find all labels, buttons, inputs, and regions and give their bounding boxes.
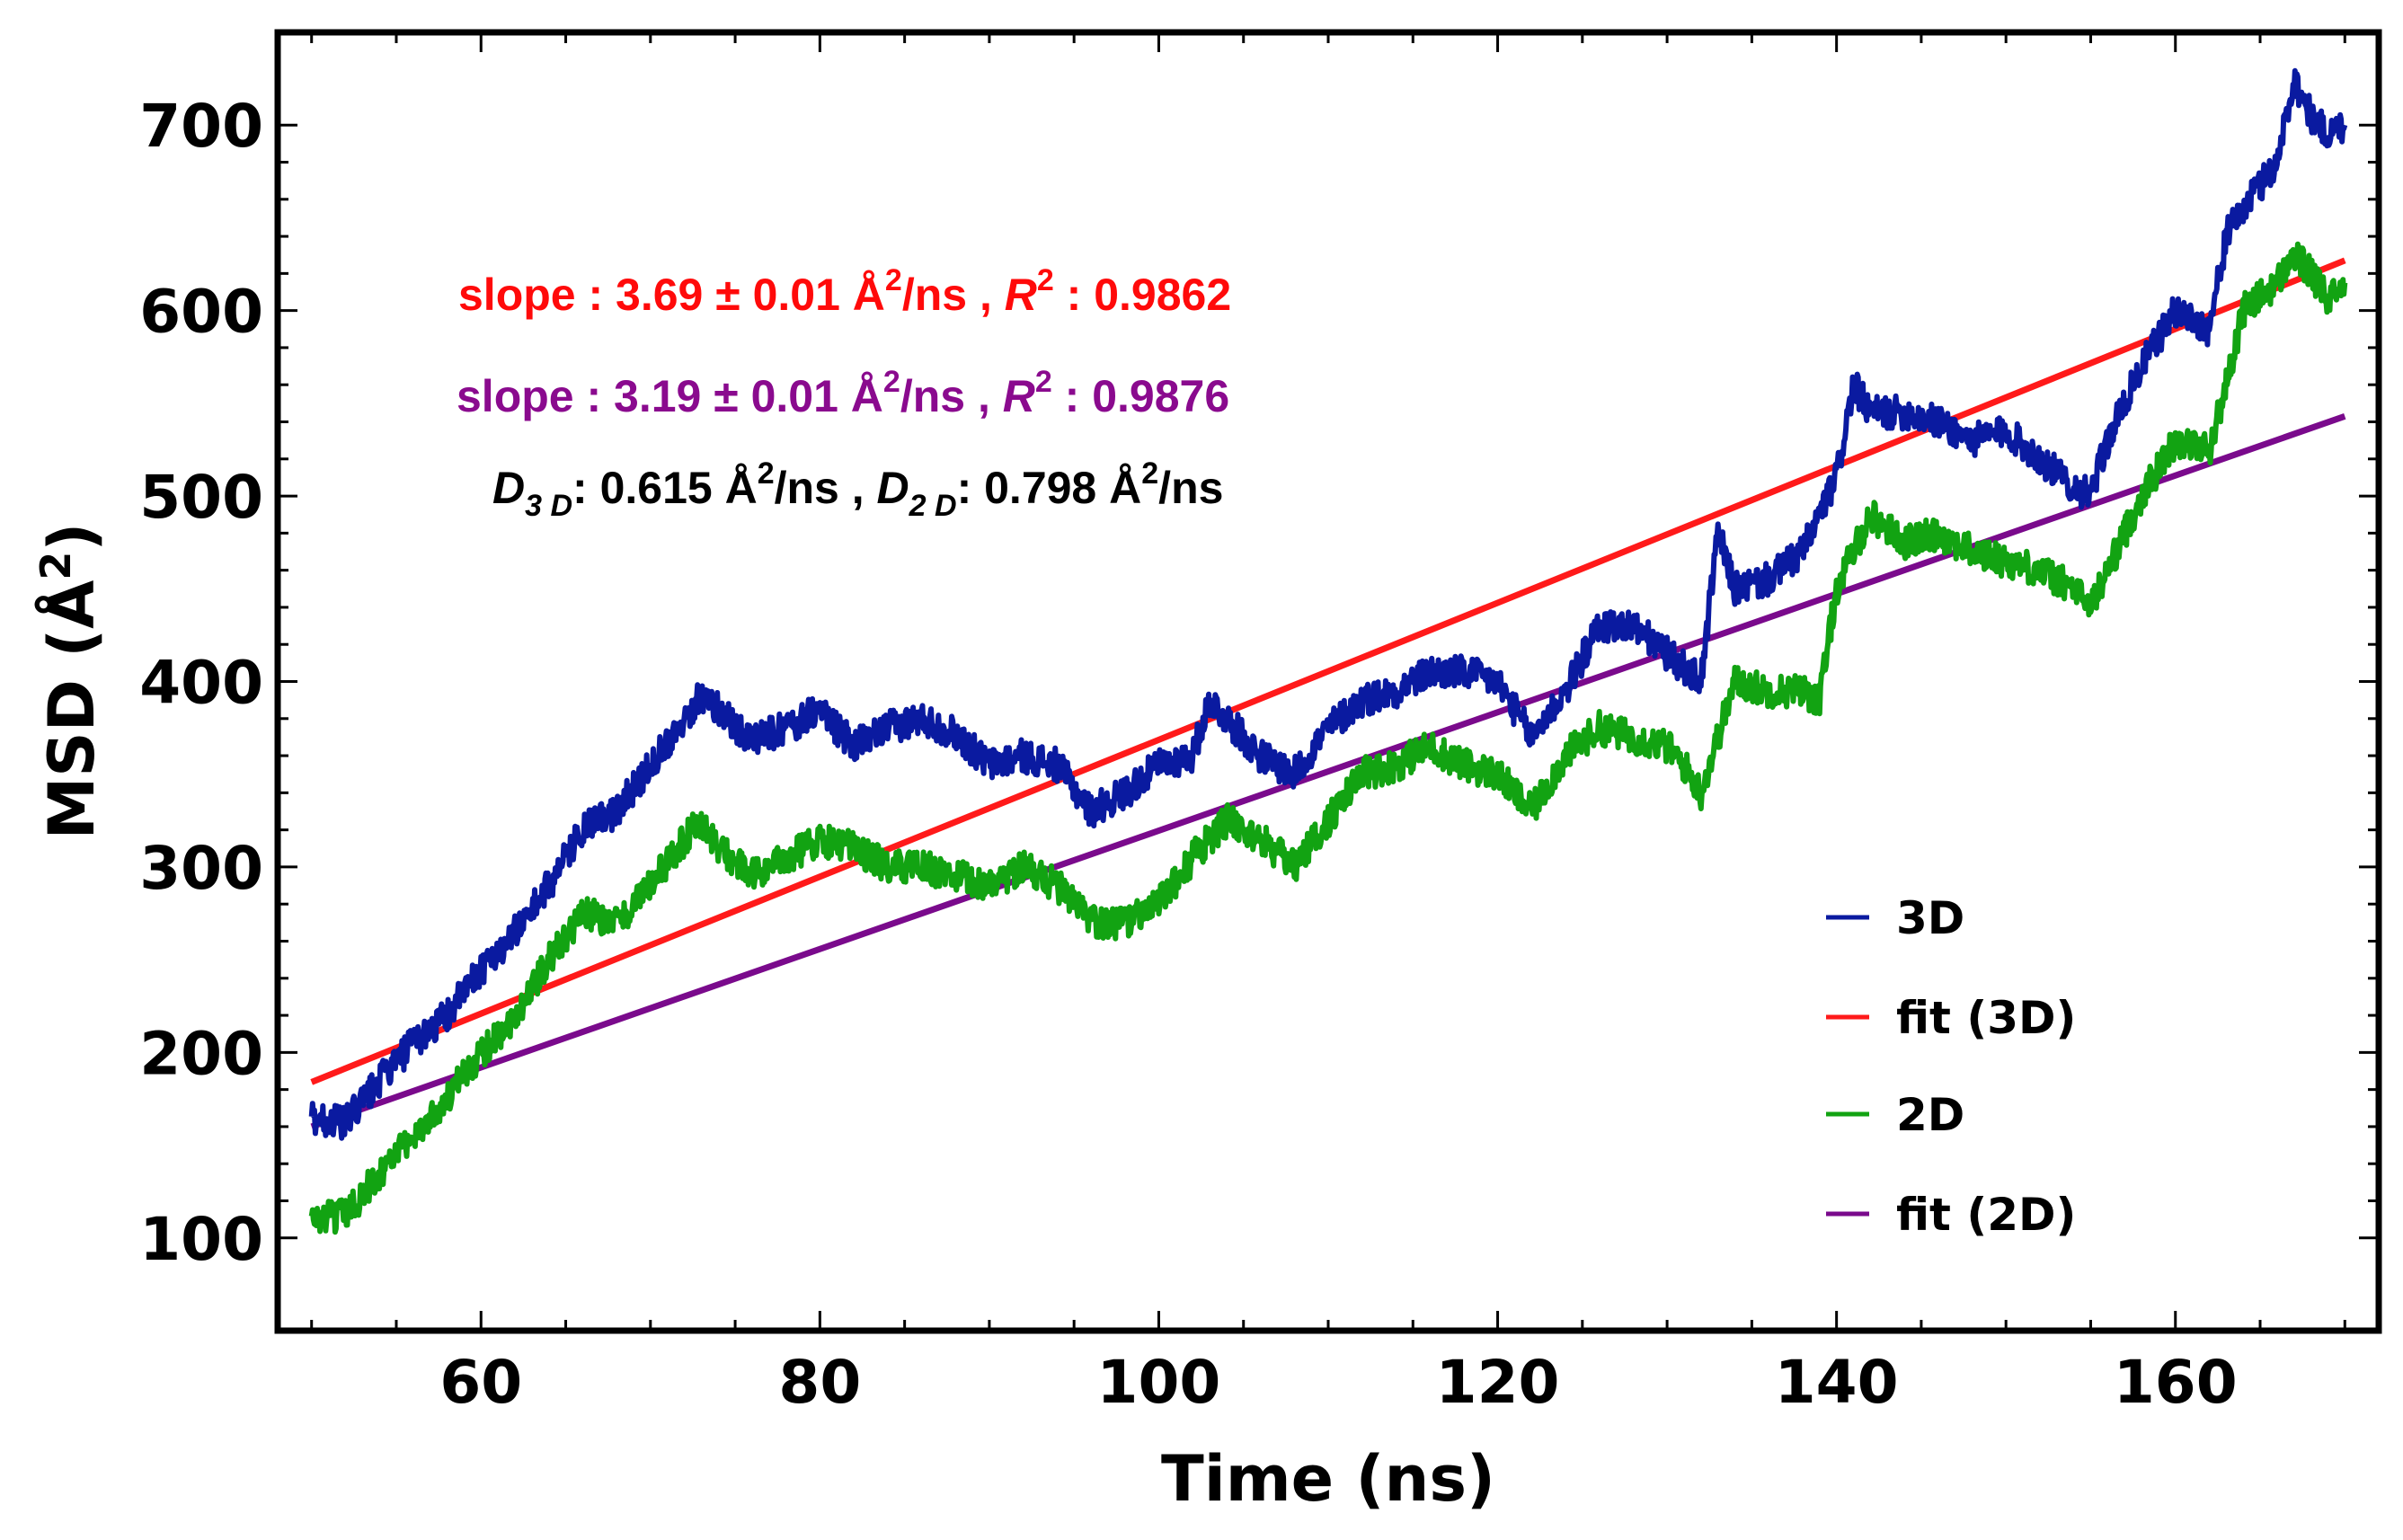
d2-value: : 0.798 Å bbox=[957, 463, 1142, 513]
fit-2d-r-sup: 2 bbox=[1035, 365, 1052, 399]
d3-value: : 0.615 Å bbox=[572, 463, 758, 513]
d3-unit: /ns , bbox=[775, 463, 877, 513]
x-axis-ticks: 60 80 100 120 140 160 bbox=[310, 32, 2346, 1417]
y-tick-label: 100 bbox=[139, 1205, 263, 1274]
d3-sub: 3 D bbox=[525, 489, 572, 523]
d2-sup: 2 bbox=[1141, 456, 1158, 491]
d2-unit: /ns bbox=[1158, 463, 1223, 513]
diffusion-annotation: D3 D: 0.615 Å2/ns , D2 D: 0.798 Å2/ns bbox=[492, 456, 1223, 523]
series-2d bbox=[308, 241, 2348, 1235]
x-tick-label: 80 bbox=[778, 1348, 861, 1417]
x-tick-label: 100 bbox=[1097, 1348, 1221, 1417]
fit-3d-r-value: : 0.9862 bbox=[1054, 270, 1231, 320]
legend-label-fit-3d: fit (3D) bbox=[1896, 992, 2076, 1044]
fit-3d-unit: /ns , bbox=[902, 270, 1005, 320]
d2-sub: 2 D bbox=[909, 489, 957, 523]
y-tick-label: 400 bbox=[139, 649, 263, 718]
fit-3d-r-label: R bbox=[1005, 270, 1037, 320]
x-tick-label: 60 bbox=[439, 1348, 522, 1417]
fit-2d-unit: /ns , bbox=[900, 371, 1003, 421]
x-tick-label: 140 bbox=[1775, 1348, 1899, 1417]
y-axis-title-sup: 2 bbox=[31, 552, 80, 580]
y-axis-title: MSD (Å2) bbox=[31, 523, 109, 840]
fit-2d-r-label: R bbox=[1003, 371, 1035, 421]
y-axis-title-close: ) bbox=[35, 523, 109, 552]
x-tick-label: 160 bbox=[2114, 1348, 2238, 1417]
y-tick-label: 200 bbox=[139, 1019, 263, 1088]
x-axis-title: Time (ns) bbox=[1161, 1442, 1495, 1516]
series-layer bbox=[308, 67, 2348, 1235]
x-tick-label: 120 bbox=[1436, 1348, 1560, 1417]
d3-label: D bbox=[492, 463, 525, 513]
y-axis-title-main: MSD (Å bbox=[35, 580, 109, 840]
legend-label-2d: 2D bbox=[1896, 1089, 1964, 1141]
d3-sup: 2 bbox=[758, 456, 775, 491]
fit-2d-annotation: slope : 3.19 ± 0.01 Å2/ns , R2 : 0.9876 bbox=[457, 365, 1229, 421]
series-3d bbox=[308, 67, 2348, 1141]
fit-3d-slope: slope : 3.69 ± 0.01 Å bbox=[458, 270, 885, 320]
fit-3d-annotation: slope : 3.69 ± 0.01 Å2/ns , R2 : 0.9862 bbox=[458, 263, 1231, 320]
d2-label: D bbox=[877, 463, 909, 513]
y-tick-label: 500 bbox=[139, 463, 263, 532]
fit-2d-r-value: : 0.9876 bbox=[1052, 371, 1229, 421]
legend: 3D fit (3D) 2D fit (2D) bbox=[1826, 892, 2076, 1241]
y-tick-label: 700 bbox=[139, 92, 263, 161]
y-tick-label: 300 bbox=[139, 834, 263, 903]
legend-label-fit-2d: fit (2D) bbox=[1896, 1189, 2076, 1241]
y-tick-label: 600 bbox=[139, 278, 263, 347]
fit-3d-slope-sup: 2 bbox=[885, 263, 902, 297]
series-fit-3d bbox=[310, 257, 2346, 1085]
series-fit-2d bbox=[310, 413, 2346, 1130]
y-axis-ticks: 100 200 300 400 500 600 700 bbox=[139, 92, 2379, 1274]
fit-2d-slope: slope : 3.19 ± 0.01 Å bbox=[457, 371, 883, 421]
fit-3d-r-sup: 2 bbox=[1037, 263, 1054, 297]
legend-label-3d: 3D bbox=[1896, 892, 1964, 944]
fit-2d-slope-sup: 2 bbox=[883, 365, 900, 399]
